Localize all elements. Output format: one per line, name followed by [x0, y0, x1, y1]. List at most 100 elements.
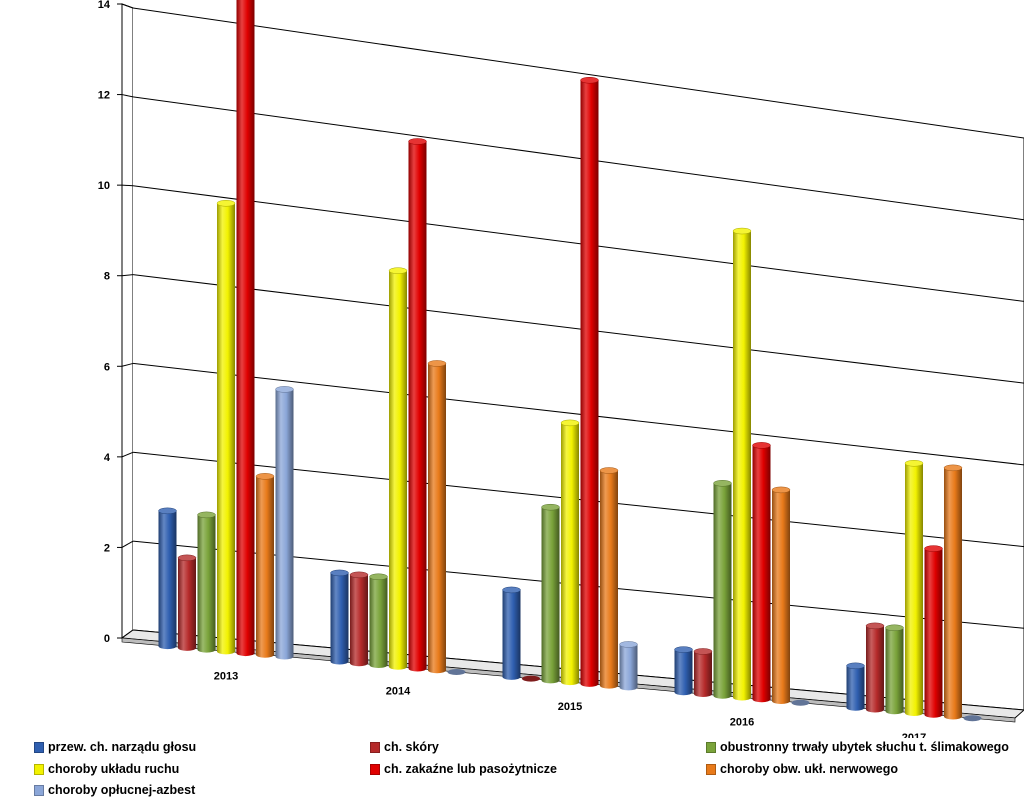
bar: [943, 464, 963, 720]
bar: [732, 227, 752, 701]
bar-body: [694, 651, 712, 698]
bar-top: [674, 646, 693, 653]
y-tick-label: 0: [104, 633, 110, 645]
y-tick-label: 10: [98, 180, 110, 192]
legend-swatch: [706, 763, 716, 775]
y-axis-ticks: 0 2 4 6 8 10 12 14: [98, 0, 122, 645]
bar-body: [389, 270, 407, 670]
bar: [197, 511, 216, 653]
bar-body: [541, 507, 560, 684]
x-tick-label: 2017: [902, 732, 926, 738]
legend-swatch: [34, 763, 44, 775]
bar: [791, 699, 810, 706]
bar: [541, 503, 560, 684]
bar: [846, 662, 865, 711]
y-tick-label: 14: [98, 0, 111, 11]
back-wall: [133, 8, 1024, 710]
bar-top: [255, 473, 275, 480]
bar: [963, 715, 982, 722]
gridline-side: [121, 362, 134, 367]
y-tick-label: 2: [104, 542, 110, 554]
bar-body: [275, 389, 294, 660]
bar-top: [732, 227, 752, 235]
bar: [236, 0, 255, 657]
legend-item: choroby układu ruchu: [34, 762, 179, 776]
legend-swatch: [34, 784, 44, 796]
bar-top: [541, 503, 560, 511]
bar-top: [275, 386, 294, 393]
bar: [924, 545, 943, 718]
y-tick-label: 4: [104, 452, 111, 464]
bar-body: [561, 422, 579, 686]
bar: [349, 571, 369, 667]
bar-top: [502, 586, 521, 594]
x-tick-label: 2014: [386, 686, 411, 698]
bar: [427, 360, 447, 674]
bar: [275, 386, 294, 660]
bar: [522, 675, 540, 682]
legend: przew. ch. narządu głosu ch. skóry obustro…: [0, 738, 1024, 807]
bar-body: [217, 203, 235, 655]
legend-swatch: [706, 741, 716, 753]
bar-body: [674, 649, 693, 696]
gridline-side: [121, 451, 134, 458]
bar-top: [943, 464, 963, 472]
bar-body: [885, 627, 904, 715]
bar-body: [924, 548, 943, 718]
bar-top: [177, 554, 197, 562]
bar-base: [791, 699, 810, 706]
legend-label: ch. skóry: [384, 740, 439, 754]
bar-body: [178, 557, 196, 651]
legend-item: ch. zakaźne lub pasożytnicze: [370, 762, 557, 776]
legend-item: choroby obw. ukł. nerwowego: [706, 762, 898, 776]
bar-top: [197, 511, 216, 519]
bar: [599, 467, 619, 689]
legend-label: obustronny trwały ubytek słuchu t. ślima…: [720, 740, 1009, 754]
legend-label: choroby obw. ukł. nerwowego: [720, 762, 899, 776]
bar-top: [752, 442, 771, 449]
bar-body: [713, 483, 732, 699]
x-tick-label: 2013: [214, 670, 238, 682]
bar: [693, 648, 713, 698]
bar-top: [924, 545, 943, 552]
bar-top: [599, 467, 619, 474]
bar: [177, 554, 197, 651]
bar-top: [408, 138, 427, 145]
bar-base: [447, 668, 466, 675]
bar-top: [369, 573, 388, 581]
bar: [369, 573, 388, 668]
bar: [580, 76, 599, 687]
bars: [158, 0, 982, 722]
bar: [216, 200, 236, 655]
bar: [619, 641, 638, 691]
bar-top: [846, 662, 865, 670]
bar-top: [771, 486, 791, 494]
bar-body: [369, 576, 388, 668]
bar-top: [580, 76, 599, 84]
chart-walls: [121, 3, 1024, 710]
bar-top: [349, 571, 369, 579]
bar: [674, 646, 693, 696]
bar-base: [522, 675, 540, 682]
bar-body: [580, 80, 599, 687]
legend-swatch: [34, 741, 44, 753]
bar-body: [502, 589, 521, 680]
bar-body: [752, 445, 771, 703]
bar: [388, 267, 408, 670]
left-wall: [121, 3, 134, 639]
gridline-side: [121, 94, 134, 98]
gridline-side: [121, 274, 134, 277]
legend-label: ch. zakaźne lub pasożytnicze: [384, 762, 557, 776]
legend-label: choroby opłucnej-azbest: [48, 783, 196, 797]
bar-top: [330, 569, 349, 577]
gridline-side: [121, 184, 134, 187]
bar-top: [427, 360, 447, 367]
bar-body: [197, 514, 216, 653]
legend-item: przew. ch. narządu głosu: [34, 740, 196, 754]
bar-body: [408, 141, 427, 672]
bar-body: [158, 510, 177, 650]
y-tick-label: 6: [104, 361, 110, 373]
gridline: [132, 362, 1024, 466]
bar: [752, 442, 771, 703]
gridline: [132, 274, 1024, 384]
